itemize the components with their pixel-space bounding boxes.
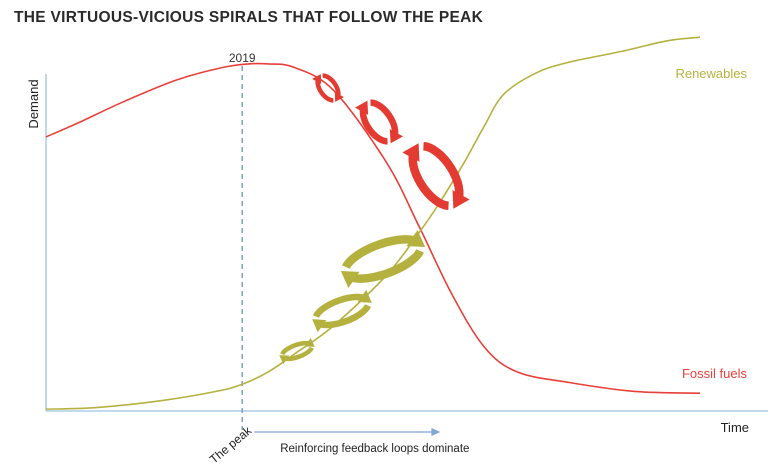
series-label-renewables: Renewables bbox=[675, 66, 747, 81]
marker-year-label: 2019 bbox=[229, 51, 256, 65]
peak-label: The peak bbox=[207, 423, 255, 467]
feedback-label: Reinforcing feedback loops dominate bbox=[280, 443, 469, 455]
series-label-fossil-fuels: Fossil fuels bbox=[682, 366, 748, 381]
vicious-spiral-2 bbox=[355, 99, 403, 145]
virtuous-spiral-1 bbox=[279, 337, 315, 365]
feedback-arrow-head bbox=[431, 428, 441, 436]
chart-title: THE VIRTUOUS-VICIOUS SPIRALS THAT FOLLOW… bbox=[14, 9, 484, 26]
x-axis-label: Time bbox=[721, 420, 749, 435]
y-axis-label: Demand bbox=[26, 79, 41, 128]
vicious-spiral-3 bbox=[402, 141, 470, 211]
virtuous-spiral-2 bbox=[312, 289, 372, 333]
vicious-spiral-1 bbox=[312, 73, 344, 103]
virtuous-spiral-3 bbox=[340, 230, 426, 288]
series-line-fossil-fuels bbox=[45, 62, 701, 394]
